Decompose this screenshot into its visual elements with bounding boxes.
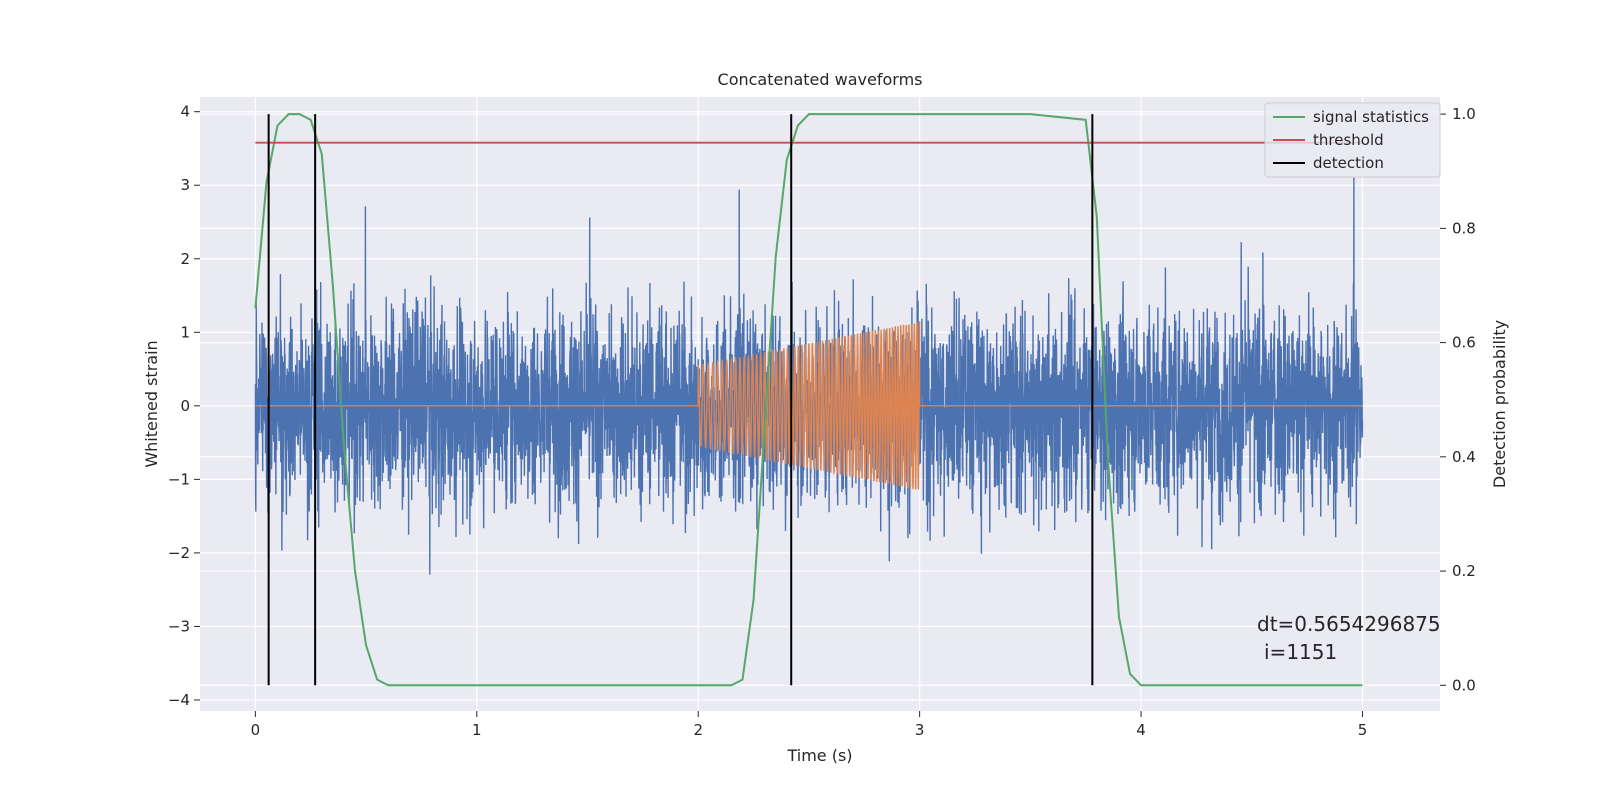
series-noise xyxy=(254,177,1364,575)
annotation-i: i=1151 xyxy=(1264,640,1337,664)
y2-tick-label: 0.6 xyxy=(1452,334,1476,352)
y2-tick-label: 0.0 xyxy=(1452,676,1476,694)
y-tick-label: 1 xyxy=(180,323,190,341)
y-tick-label: −1 xyxy=(168,470,190,488)
y-tick-label: −3 xyxy=(168,617,190,635)
y-tick-label: 2 xyxy=(180,250,190,268)
right-axis-series xyxy=(254,113,1363,687)
chirp-line xyxy=(255,321,1363,490)
y-tick-label: −4 xyxy=(168,691,190,709)
y-axis-label: Whitened strain xyxy=(142,340,161,467)
y-tick-label: 4 xyxy=(180,103,190,121)
series-chirp xyxy=(255,321,1363,490)
legend-box xyxy=(1264,102,1441,178)
annotation-dt: dt=0.5654296875 xyxy=(1257,612,1441,636)
x-tick-label: 2 xyxy=(693,721,703,739)
x-tick-label: 5 xyxy=(1358,721,1368,739)
x-tick-label: 0 xyxy=(251,721,261,739)
y-tick-label: 0 xyxy=(180,397,190,415)
y2-tick-label: 1.0 xyxy=(1452,105,1476,123)
legend: signal statistics threshold detection xyxy=(1264,102,1441,178)
y2-tick-label: 0.8 xyxy=(1452,219,1476,237)
y2-tick-label: 0.2 xyxy=(1452,562,1476,580)
legend-label: threshold xyxy=(1313,131,1384,149)
chart-title: Concatenated waveforms xyxy=(718,70,923,89)
axes: 0 1 2 3 4 5 −4 −3 −2 −1 0 1 2 3 4 0.0 0.2 0.4 0.6 0.8 1.0 xyxy=(168,103,1476,739)
legend-label: detection xyxy=(1313,154,1384,172)
y-tick-label: 3 xyxy=(180,176,190,194)
y2-axis-label: Detection probability xyxy=(1490,320,1509,488)
x-tick-label: 1 xyxy=(472,721,482,739)
x-tick-label: 3 xyxy=(915,721,925,739)
y2-tick-label: 0.4 xyxy=(1452,448,1476,466)
x-tick-label: 4 xyxy=(1136,721,1146,739)
y-tick-label: −2 xyxy=(168,544,190,562)
legend-label: signal statistics xyxy=(1313,108,1429,126)
x-axis-label: Time (s) xyxy=(786,746,852,765)
noise-line xyxy=(254,177,1364,575)
